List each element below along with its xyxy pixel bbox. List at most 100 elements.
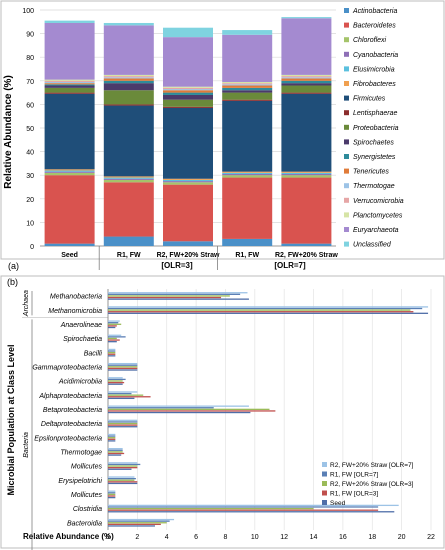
bar-segment-fibrobacteres bbox=[281, 171, 332, 173]
panel-a-label: (a) bbox=[8, 261, 19, 271]
bar-segment-elusimicrobia bbox=[44, 170, 95, 172]
category-label: R2, FW+20% Straw bbox=[157, 252, 220, 259]
bar-segment-planctomycetes bbox=[281, 74, 332, 77]
bar-segment-euryarchaeota bbox=[281, 18, 332, 75]
category-label: Methanobacteria bbox=[50, 294, 102, 301]
bar-segment-chloroflexi bbox=[281, 175, 332, 178]
legend-swatch-spirochaetes bbox=[344, 139, 349, 145]
x-tick-label: 8 bbox=[224, 534, 228, 541]
category-label: R1, FW bbox=[117, 252, 141, 259]
legend-swatch-r2-fw-20-straw-olr-3 bbox=[322, 481, 327, 486]
bar-segment-actinobacteria bbox=[103, 236, 154, 246]
category-label: Deltaproteobacteria bbox=[41, 421, 102, 428]
bar-r1-fw-olr-3 bbox=[108, 438, 116, 440]
x-tick-label: 10 bbox=[251, 534, 259, 541]
category-label: Spirochaetia bbox=[63, 336, 102, 343]
bar-segment-planctomycetes bbox=[44, 79, 95, 81]
panel-b-frame bbox=[0, 275, 445, 549]
legend-swatch-r2-fw-20-straw-olr-7 bbox=[322, 462, 327, 467]
legend-swatch-euryarchaeota bbox=[344, 227, 349, 232]
bar-segment-spirochaetes bbox=[44, 85, 95, 88]
category-label: Anaerolineae bbox=[60, 322, 102, 329]
bar-segment-lentisphaerae bbox=[103, 104, 154, 106]
legend-swatch-r1-fw-olr-7 bbox=[322, 471, 327, 477]
bar-segment-chloroflexi bbox=[163, 182, 213, 185]
panel-a-ylabel: Relative Abundance (%) bbox=[3, 75, 14, 189]
legend-swatch-elusimicrobia bbox=[344, 66, 349, 72]
bar-segment-euryarchaeota bbox=[222, 34, 273, 82]
category-label: Betaproteobacteria bbox=[43, 407, 102, 414]
bar-r2-fw-20-straw-olr-7 bbox=[108, 362, 138, 365]
bar-r2-fw-20-straw-olr-3 bbox=[108, 507, 314, 510]
x-tick-label: 22 bbox=[427, 534, 435, 541]
bar-segment-actinobacteria bbox=[44, 243, 95, 246]
bar-r1-fw-olr-3 bbox=[108, 339, 120, 341]
panel-a-y-tick-labels: 0 10 20 30 40 50 60 70 80 90 100 bbox=[22, 8, 34, 251]
bar-r2-fw-20-straw-olr-7 bbox=[108, 433, 116, 436]
bar-segment-elusimicrobia bbox=[163, 179, 213, 182]
bar-segment-synergistetes bbox=[163, 92, 213, 95]
category-label: R1, FW bbox=[235, 252, 259, 259]
bar-seed bbox=[108, 454, 122, 456]
bar-segment-verrucomicrobia bbox=[103, 76, 154, 78]
legend-label: R1, FW [OLR=7] bbox=[330, 472, 378, 479]
bar-r2-fw-20-straw-olr-3 bbox=[108, 394, 144, 396]
bar-r1-fw-olr-3 bbox=[108, 424, 138, 426]
bar-r2-fw-20-straw-olr-3 bbox=[108, 493, 116, 496]
bar-r2-fw-20-straw-olr-3 bbox=[108, 422, 138, 425]
bar-r2-fw-20-straw-olr-7 bbox=[108, 348, 116, 351]
bar-segment-bacteroidetes bbox=[281, 177, 332, 244]
bar-r2-fw-20-straw-olr-3 bbox=[108, 380, 123, 382]
panel-a-category-labels: Seed R1, FW R2, FW+20% Straw R1, FW R2, FW+2… bbox=[61, 252, 338, 259]
legend-label: Verrucomicrobia bbox=[353, 198, 404, 205]
y-tick-label: 10 bbox=[26, 220, 34, 227]
bar-r1-fw-olr-3 bbox=[108, 296, 222, 299]
bar-segment-unclassified bbox=[103, 22, 154, 26]
bar-r1-fw-olr-3 bbox=[108, 509, 379, 511]
bar-r2-fw-20-straw-olr-7 bbox=[108, 292, 248, 294]
legend-label: Tenericutes bbox=[353, 169, 389, 176]
legend-label: Proteobacteria bbox=[353, 125, 399, 132]
bar-r1-fw-olr-3 bbox=[108, 481, 138, 483]
bar-r2-fw-20-straw-olr-7 bbox=[108, 377, 123, 379]
bar-segment-verrucomicrobia bbox=[222, 83, 273, 85]
bar-segment-cyanobacteria bbox=[281, 174, 332, 176]
bar-seed bbox=[108, 525, 155, 527]
bar-r2-fw-20-straw-olr-7 bbox=[108, 518, 175, 521]
legend-label: Chloroflexi bbox=[353, 37, 387, 44]
bar-seed bbox=[108, 426, 138, 428]
bar-r1-fw-olr-7 bbox=[108, 520, 170, 522]
bar-r2-fw-20-straw-olr-7 bbox=[108, 448, 123, 450]
category-label: Clostridia bbox=[73, 506, 102, 513]
bar-segment-verrucomicrobia bbox=[281, 76, 332, 78]
bar-r1-fw-olr-7 bbox=[108, 378, 126, 381]
bar-segment-thermotogae bbox=[281, 77, 332, 79]
bar-segment-firmicutes bbox=[103, 105, 154, 177]
bar-seed bbox=[108, 298, 249, 300]
bar-segment-unclassified bbox=[281, 17, 332, 19]
bar-segment-lentisphaerae bbox=[44, 92, 95, 94]
bar-segment-synergistetes bbox=[281, 80, 332, 84]
bar-segment-cyanobacteria bbox=[44, 171, 95, 173]
category-label: Seed bbox=[61, 252, 78, 259]
bar-segment-chloroflexi bbox=[103, 179, 154, 183]
bar-seed bbox=[108, 496, 116, 499]
category-label: Thermotogae bbox=[60, 450, 102, 457]
bar-segment-tenericutes bbox=[222, 85, 273, 88]
legend-label: Planctomycetes bbox=[353, 212, 403, 219]
bar-segment-firmicutes bbox=[163, 107, 213, 179]
bar-segment-elusimicrobia bbox=[281, 172, 332, 175]
bar-r2-fw-20-straw-olr-3 bbox=[108, 366, 138, 368]
panel-a-group-dividers bbox=[98, 246, 219, 270]
bar-segment-tenericutes bbox=[44, 83, 95, 85]
bar-segment-chloroflexi bbox=[44, 172, 95, 176]
bar-segment-bacteroidetes bbox=[163, 184, 213, 242]
category-label: Alphaproteobacteria bbox=[38, 393, 102, 400]
bar-segment-actinobacteria bbox=[281, 243, 332, 246]
bar-segment-firmicutes bbox=[222, 100, 273, 172]
bar-r1-fw-olr-7 bbox=[108, 322, 119, 324]
bar-r2-fw-20-straw-olr-3 bbox=[108, 451, 123, 453]
y-tick-label: 50 bbox=[26, 126, 34, 133]
legend-swatch-lentisphaerae bbox=[344, 110, 349, 116]
bar-r1-fw-olr-7 bbox=[108, 350, 116, 352]
